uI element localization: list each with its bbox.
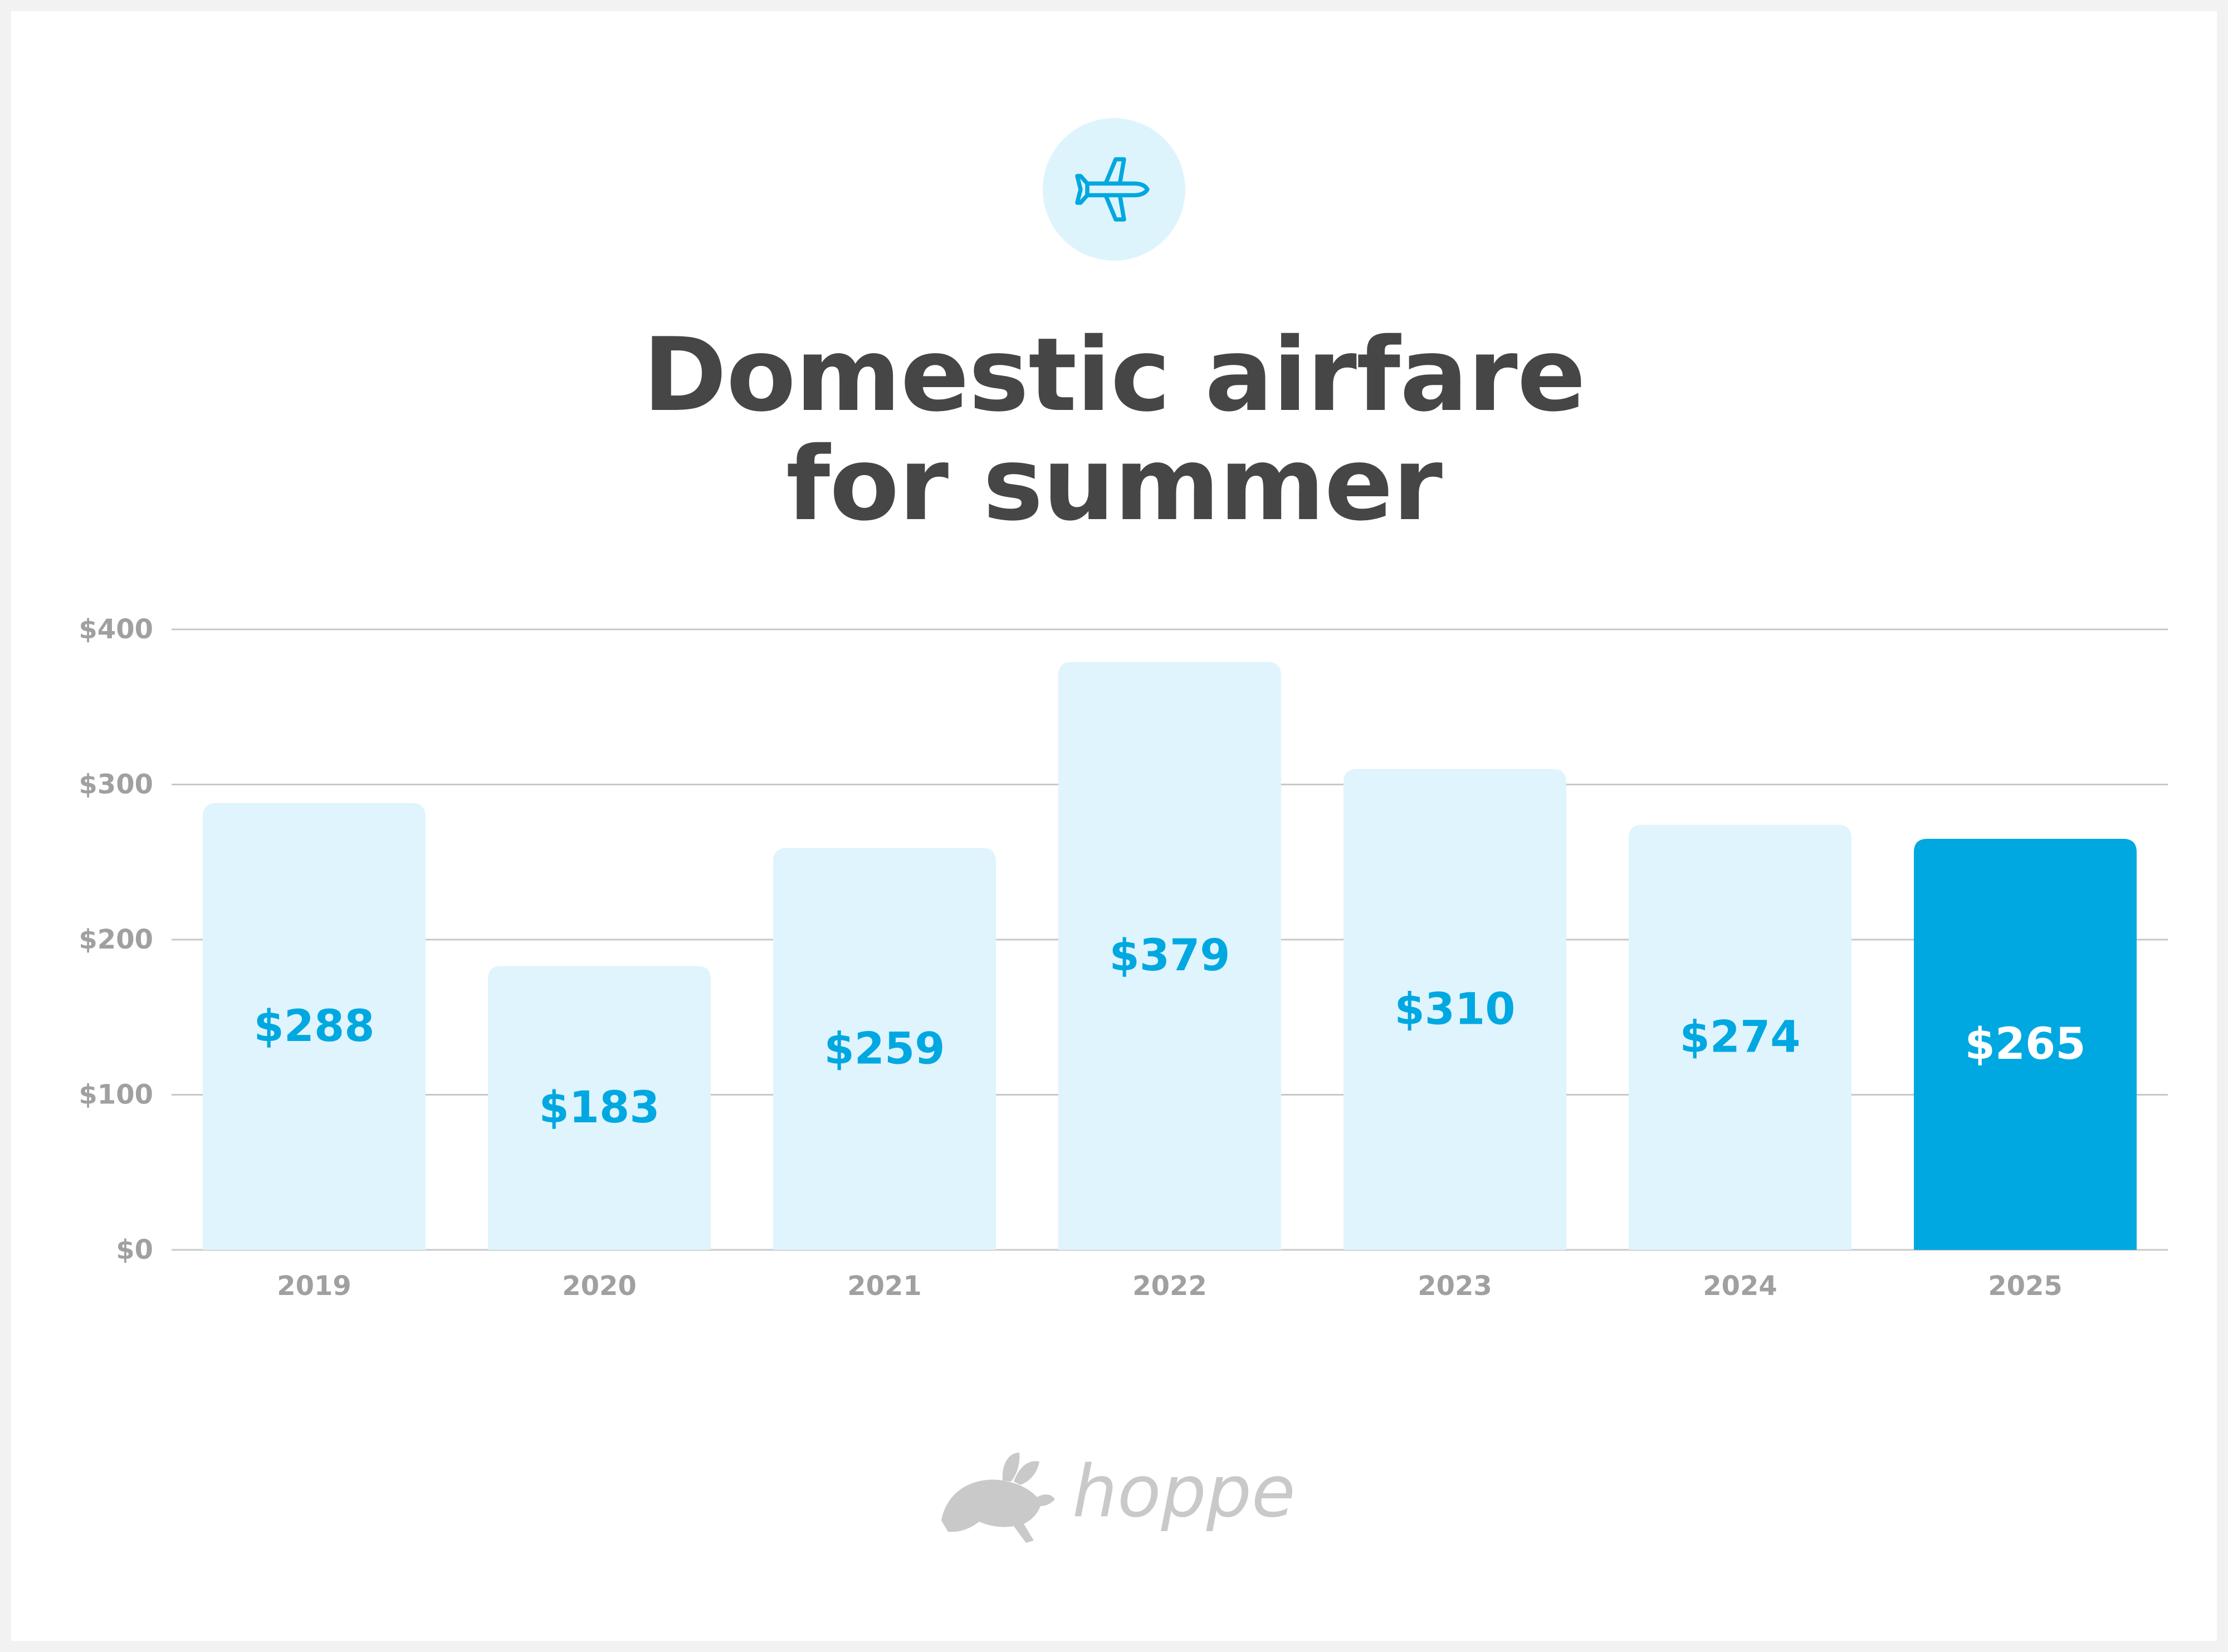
bar-2021: [773, 848, 996, 1250]
x-tick-label: 2024: [1703, 1270, 1777, 1302]
hopper-logo: hopper: [936, 1437, 1329, 1548]
bar-2025: [1914, 838, 2137, 1250]
x-tick-label: 2021: [847, 1270, 922, 1302]
bar-2022: [1058, 662, 1281, 1250]
bunny-icon: [941, 1453, 1055, 1543]
bar-2024: [1629, 824, 1851, 1250]
bar-value-label: $259: [824, 1024, 945, 1074]
hopper-wordmark: hopper: [1072, 1450, 1292, 1533]
y-tick-label: $400: [79, 614, 153, 645]
x-tick-label: 2019: [277, 1270, 351, 1302]
chart-title: Domestic airfare for summer: [0, 320, 2228, 539]
y-tick-label: $100: [79, 1079, 153, 1111]
airplane-icon: [1075, 157, 1150, 222]
bar-value-label: $274: [1679, 1012, 1800, 1062]
x-tick-label: 2020: [562, 1270, 637, 1302]
chart-title-line-1: Domestic airfare: [642, 316, 1586, 434]
bar-value-label: $183: [539, 1083, 659, 1133]
y-tick-label: $0: [116, 1234, 153, 1265]
x-tick-label: 2025: [1988, 1270, 2063, 1302]
bar-2019: [203, 803, 426, 1250]
bar-value-label: $265: [1965, 1019, 2085, 1069]
bar-value-label: $288: [253, 1001, 374, 1052]
bar-value-label: $310: [1394, 984, 1515, 1034]
bars: [203, 662, 2137, 1250]
bar-2020: [488, 966, 711, 1250]
chart-title-line-2: for summer: [786, 425, 1443, 543]
bar-value-label: $379: [1109, 931, 1230, 981]
x-axis-ticks: 2019 2020 2021 2022 2023 2024 2025: [277, 1270, 2063, 1302]
x-tick-label: 2022: [1132, 1270, 1207, 1302]
x-tick-label: 2023: [1418, 1270, 1492, 1302]
y-axis-ticks: $0 $100 $200 $300 $400: [79, 614, 153, 1265]
y-tick-label: $200: [79, 924, 153, 955]
y-tick-label: $300: [79, 769, 153, 800]
bar-2023: [1343, 769, 1566, 1250]
airplane-icon-badge: [1043, 118, 1185, 261]
bar-value-labels: $288 $183 $259 $379 $310 $274 $265: [253, 931, 2085, 1133]
